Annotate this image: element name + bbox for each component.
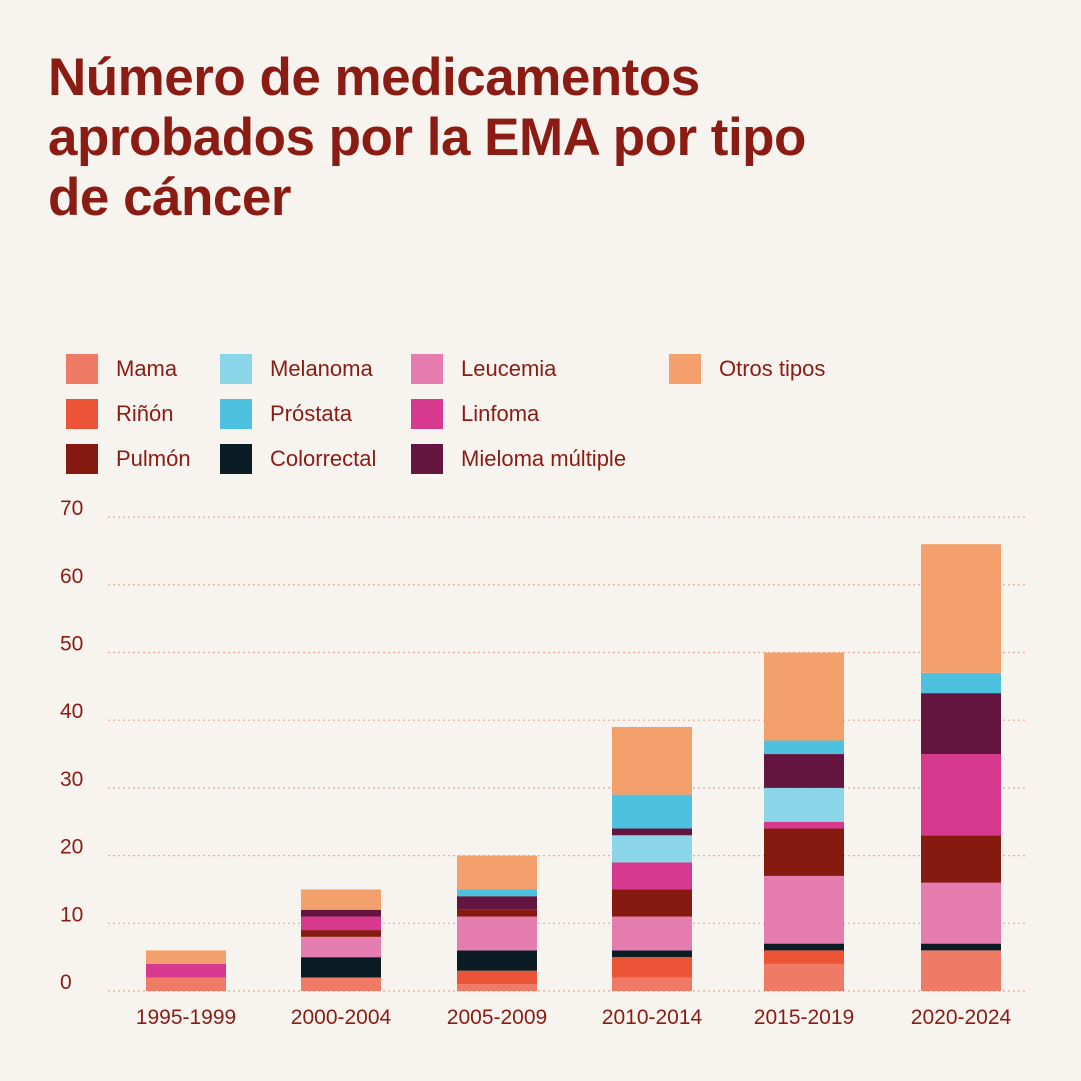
y-tick-label: 50 <box>60 633 83 656</box>
legend-swatch <box>220 399 252 429</box>
bar-segment <box>921 754 1001 836</box>
bar-segment <box>921 950 1001 991</box>
bar-segment <box>612 828 692 836</box>
legend-label: Linfoma <box>461 401 540 426</box>
bar-segment <box>764 963 844 991</box>
y-tick-label: 40 <box>60 700 83 723</box>
legend-label: Leucemia <box>461 356 557 381</box>
legend-item: Linfoma <box>411 399 539 429</box>
legend-label: Otros tipos <box>719 356 826 381</box>
x-tick-label: 1995-1999 <box>136 1006 236 1029</box>
bar-segment <box>764 787 844 822</box>
bar-segment <box>457 916 537 951</box>
bar-segment <box>301 930 381 937</box>
y-tick-label: 0 <box>60 971 72 994</box>
bar-segment <box>921 882 1001 944</box>
bar-segment <box>764 754 844 788</box>
bar-segment <box>146 977 226 991</box>
x-tick-label: 2010-2014 <box>602 1006 703 1029</box>
legend-item: Melanoma <box>220 354 373 384</box>
bar-segment <box>146 963 226 978</box>
chart-title: Número de medicamentos aprobados por la … <box>48 48 806 227</box>
legend-item: Mieloma múltiple <box>411 444 626 474</box>
x-tick-label: 2015-2019 <box>754 1006 854 1029</box>
y-tick-label: 10 <box>60 903 83 926</box>
legend-item: Otros tipos <box>669 354 825 384</box>
legend-swatch <box>411 444 443 474</box>
bar-segment <box>612 957 692 978</box>
bar-segment <box>612 977 692 991</box>
bar-segment <box>457 896 537 910</box>
legend-item: Colorrectal <box>220 444 376 474</box>
bar-segment <box>764 875 844 944</box>
bar-segment <box>764 740 844 755</box>
y-tick-label: 30 <box>60 768 83 791</box>
legend-swatch <box>66 399 98 429</box>
legend-item: Riñón <box>66 399 173 429</box>
bar-segment <box>301 889 381 910</box>
legend-swatch <box>66 444 98 474</box>
bar-segment <box>146 950 226 964</box>
legend-swatch <box>669 354 701 384</box>
legend-item: Leucemia <box>411 354 556 384</box>
bar-segment <box>457 950 537 971</box>
bar-segment <box>764 950 844 964</box>
bar-segment <box>764 652 844 741</box>
legend-swatch <box>220 444 252 474</box>
bar-segment <box>457 855 537 890</box>
bar-segment <box>457 970 537 985</box>
bar-segment <box>457 889 537 897</box>
bar-segment <box>612 950 692 958</box>
bar-segment <box>301 977 381 991</box>
bar-segment <box>764 821 844 829</box>
x-tick-label: 2005-2009 <box>447 1006 547 1029</box>
bar-segment <box>921 693 1001 755</box>
y-tick-label: 70 <box>60 497 83 520</box>
legend-item: Pulmón <box>66 444 191 474</box>
x-tick-label: 2020-2024 <box>911 1006 1012 1029</box>
bar-segment <box>764 828 844 876</box>
bar-segment <box>301 916 381 931</box>
bar-segment <box>457 984 537 991</box>
bar-segment <box>921 835 1001 883</box>
bar-segment <box>457 909 537 917</box>
legend-label: Colorrectal <box>270 446 377 471</box>
legend-label: Mama <box>116 356 178 381</box>
y-tick-label: 20 <box>60 836 83 859</box>
legend-item: Mama <box>66 354 177 384</box>
legend-label: Riñón <box>116 401 174 426</box>
bar-segment <box>921 943 1001 951</box>
bar-segment <box>612 862 692 890</box>
legend-swatch <box>220 354 252 384</box>
legend-label: Melanoma <box>270 356 373 381</box>
bar-segment <box>612 835 692 863</box>
y-tick-label: 60 <box>60 565 83 588</box>
bar-segment <box>301 909 381 917</box>
bar-segment <box>301 957 381 978</box>
legend-label: Próstata <box>270 401 352 426</box>
bar-segment <box>612 726 692 795</box>
legend-label: Pulmón <box>116 446 191 471</box>
legend-swatch <box>411 399 443 429</box>
bar-segment <box>612 889 692 917</box>
legend-swatch <box>411 354 443 384</box>
bar-segment <box>612 794 692 829</box>
legend-item: Próstata <box>220 399 352 429</box>
bar-segment <box>921 544 1001 673</box>
bar-segment <box>612 916 692 951</box>
bar-segment <box>301 936 381 958</box>
legend-swatch <box>66 354 98 384</box>
x-tick-label: 2000-2004 <box>291 1006 392 1029</box>
bar-segment <box>921 672 1001 694</box>
legend-label: Mieloma múltiple <box>461 446 627 471</box>
bar-segment <box>764 943 844 951</box>
